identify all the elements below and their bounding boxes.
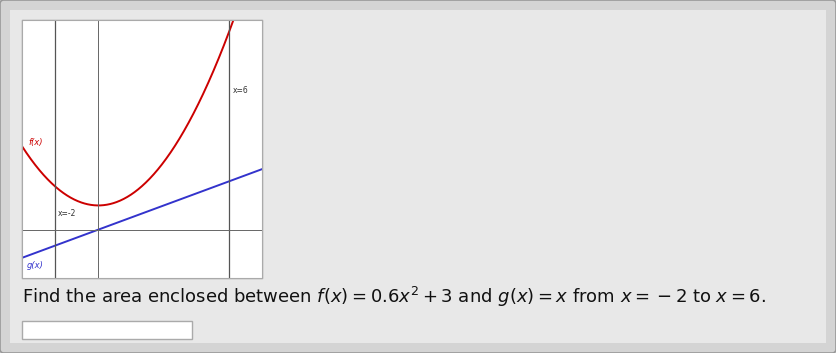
FancyBboxPatch shape xyxy=(22,321,192,339)
Text: f(x): f(x) xyxy=(28,138,43,147)
Text: x=-2: x=-2 xyxy=(58,209,76,217)
Text: g(x): g(x) xyxy=(27,261,43,270)
FancyBboxPatch shape xyxy=(10,10,826,343)
FancyBboxPatch shape xyxy=(22,20,262,278)
Text: Find the area enclosed between $f(x) = 0.6x^2 + 3$ and $g(x) = x$ from $x = -2$ : Find the area enclosed between $f(x) = 0… xyxy=(22,285,766,309)
Text: x=6: x=6 xyxy=(232,86,248,95)
